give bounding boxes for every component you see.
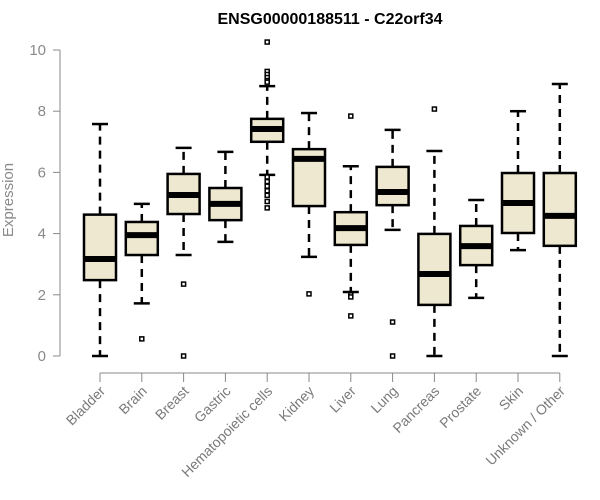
iqr-box [82,213,118,282]
outlier-point [264,174,270,180]
outlier-point [264,205,270,211]
iqr-box [542,171,578,248]
outlier-point [264,188,270,194]
box-skin [500,109,536,252]
x-tick-label: Prostate [436,383,484,431]
box-kidney [291,111,327,297]
chart-title: ENSG00000188511 - C22orf34 [217,11,442,28]
iqr-box [124,220,160,257]
box-brain [124,202,160,342]
box-hematopoietic-cells [249,39,285,211]
outlier-point [139,336,145,342]
x-tick-label: Liver [326,383,359,416]
outlier-point [264,79,270,85]
y-tick-label: 6 [38,164,46,181]
y-axis: 0 2 4 6 8 10 [29,42,61,365]
outlier-point [264,183,270,189]
outlier-point [264,192,270,199]
outlier-point [389,353,396,359]
x-tick-label: Brain [115,383,149,417]
box-liver [333,113,369,319]
x-tick-label: Kidney [276,383,318,425]
box-bladder [82,122,118,358]
outlier-point [264,198,270,205]
y-tick-label: 4 [38,226,46,243]
y-axis-label: Expression [0,163,17,237]
box-lung [375,128,410,359]
box-breast [166,146,201,359]
outlier-point [389,319,396,325]
box-prostate [458,198,494,300]
y-tick-label: 10 [29,42,46,59]
y-tick-label: 2 [38,287,46,304]
x-tick-label: Lung [367,383,400,416]
box-pancreas [417,106,452,358]
x-tick-label: Skin [496,383,527,414]
outlier-point [431,106,438,112]
outlier-point [180,353,187,359]
outlier-point [348,294,354,300]
x-tick-label: Bladder [63,383,109,429]
x-tick-label: Breast [152,383,192,423]
outlier-point [306,291,312,297]
outlier-point [348,113,354,119]
y-tick-label: 8 [38,103,46,120]
boxes [82,39,578,359]
y-tick-label: 0 [38,348,46,365]
box-unknown-other [542,82,578,358]
box-gastric [208,150,243,244]
iqr-box [375,165,410,207]
iqr-box [417,232,452,307]
outlier-point [180,281,187,287]
outlier-point [264,39,270,45]
x-tick-label: Unknown / Other [482,383,568,469]
outlier-point [264,178,270,185]
outlier-point [348,313,354,319]
